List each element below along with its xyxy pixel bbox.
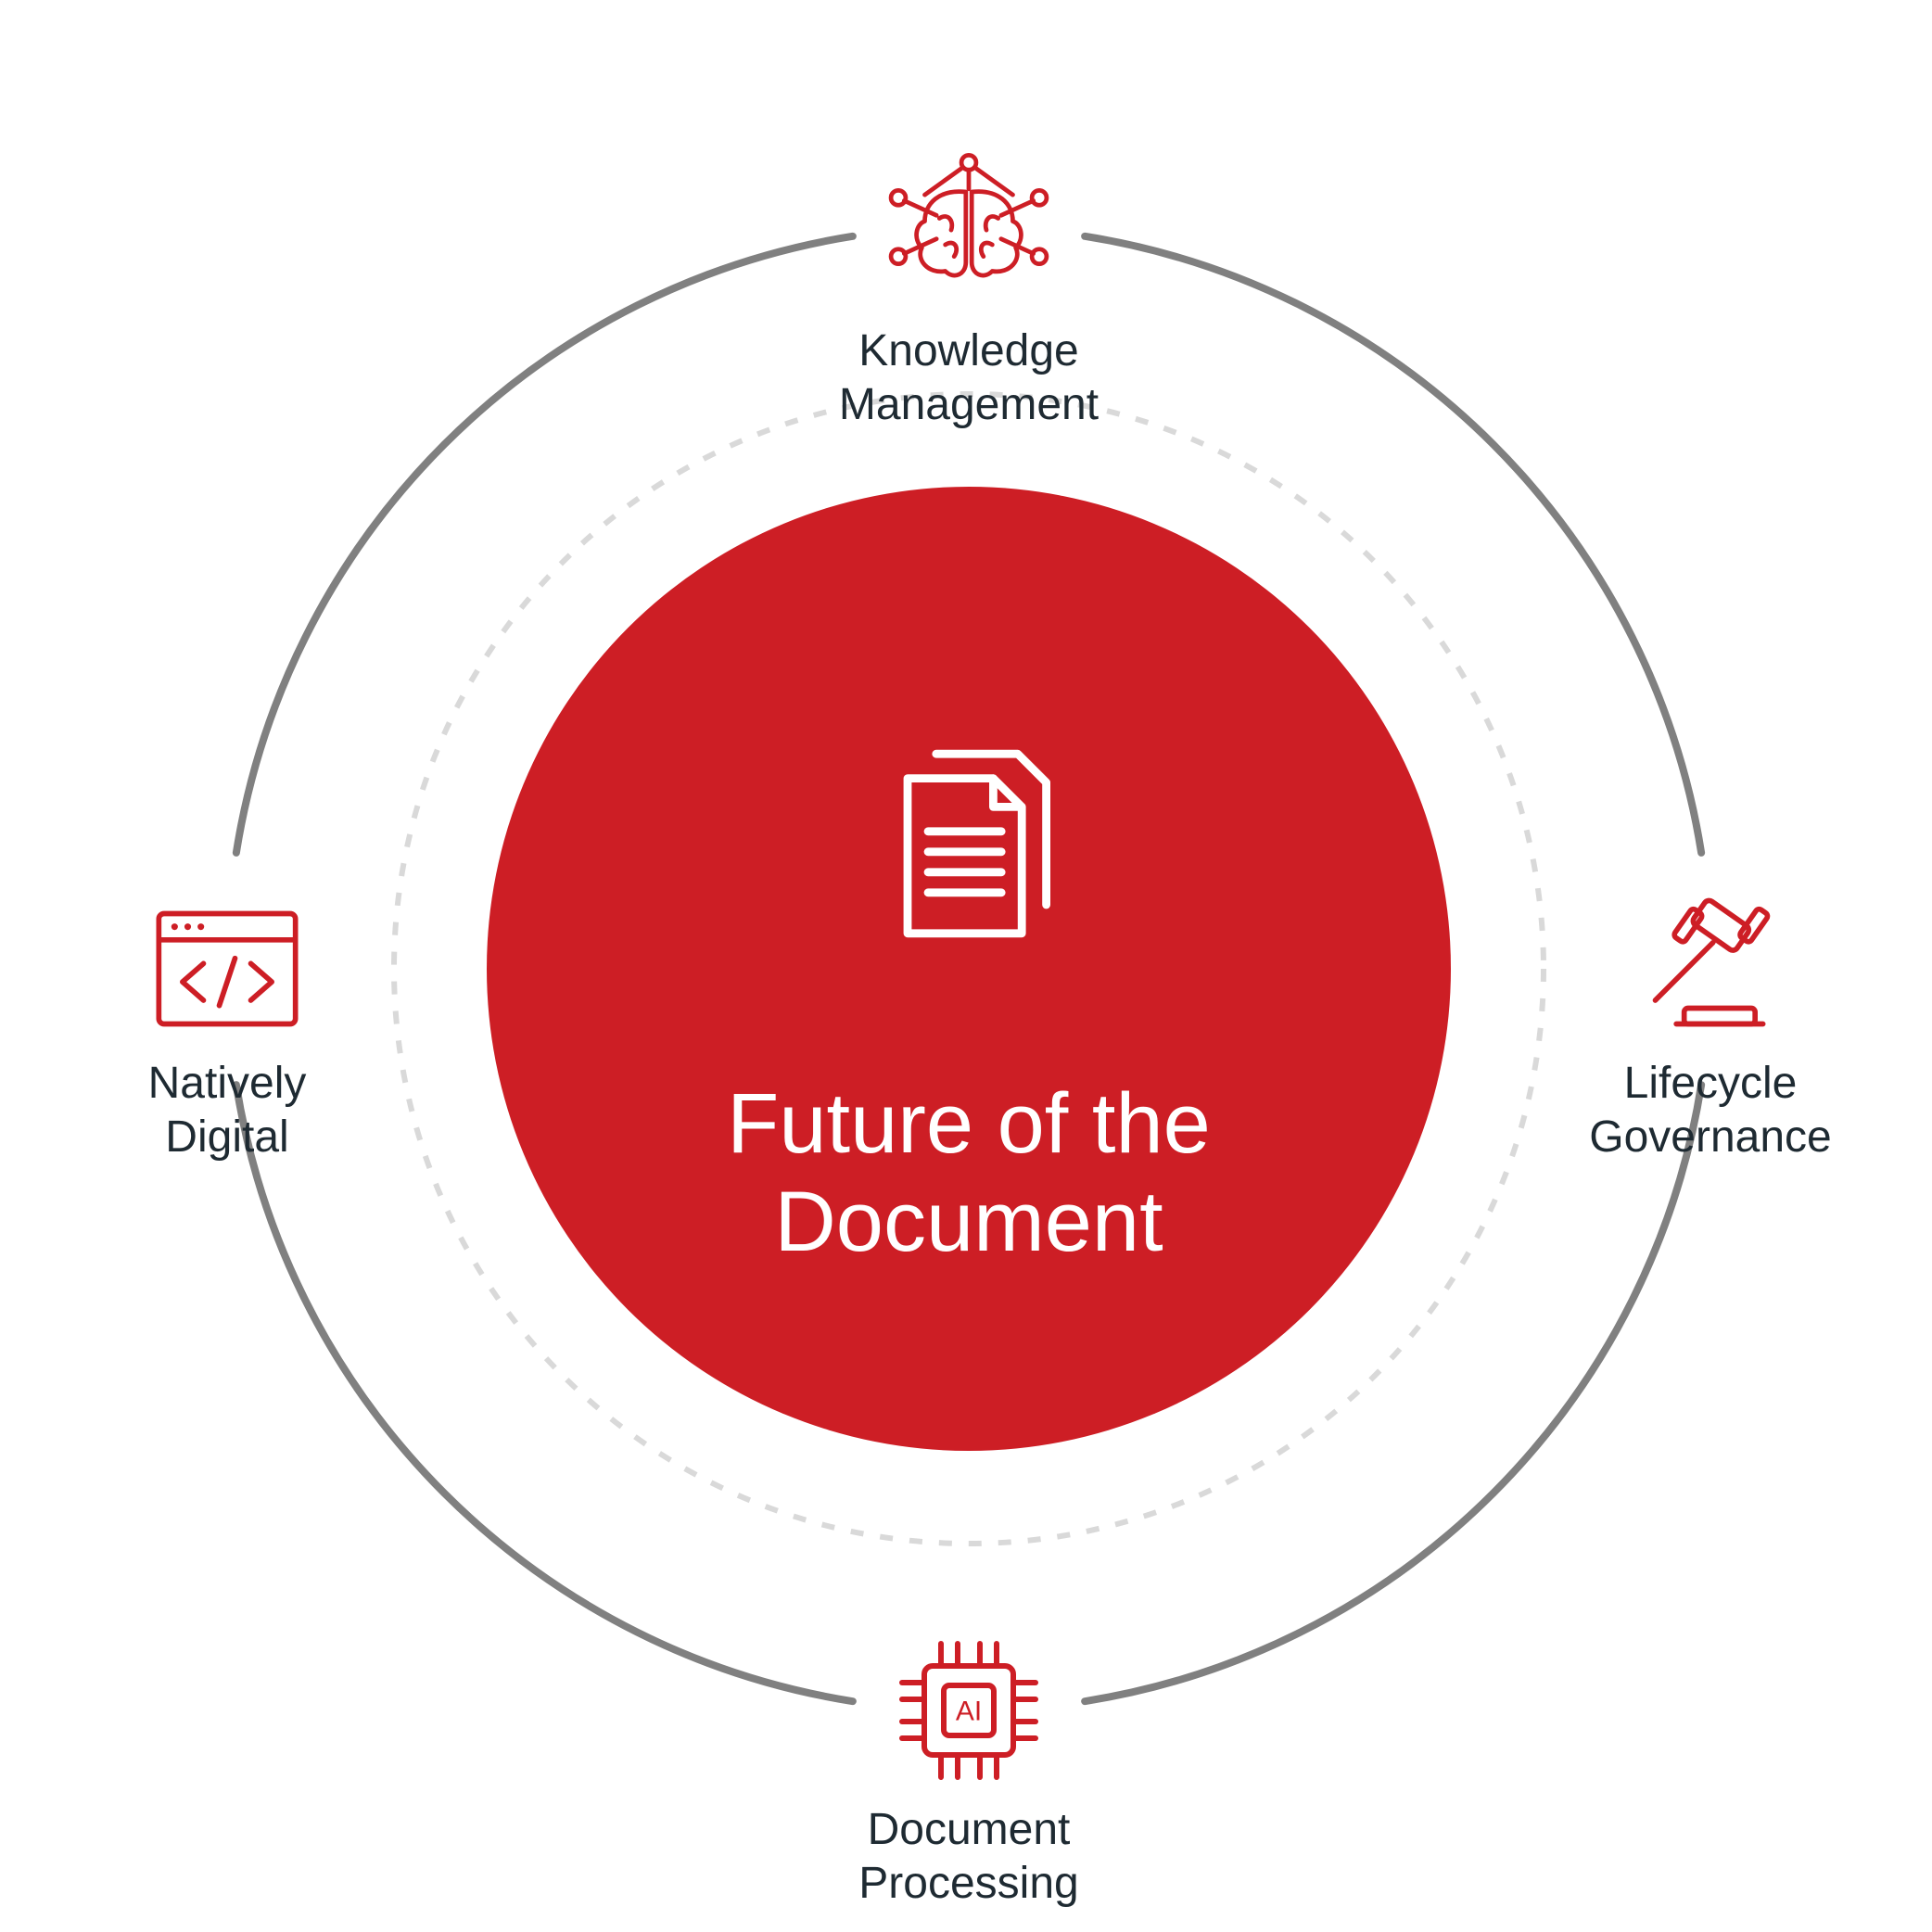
node-label-knowledge: Knowledge Management xyxy=(783,324,1154,431)
node-label-processing: Document Processing xyxy=(802,1803,1136,1910)
gavel-icon xyxy=(1632,890,1789,1048)
diagram-stage: Future of the Document Knowledge Managem… xyxy=(0,0,1932,1932)
chip-icon: AI xyxy=(885,1627,1052,1794)
code-window-icon xyxy=(148,890,306,1048)
node-label-lifecycle: Lifecycle Governance xyxy=(1544,1057,1877,1163)
document-icon xyxy=(867,742,1071,946)
center-title: Future of the Document xyxy=(552,1075,1386,1272)
node-label-digital: Natively Digital xyxy=(79,1057,375,1163)
brain-icon xyxy=(881,139,1057,315)
svg-text:AI: AI xyxy=(956,1697,982,1727)
